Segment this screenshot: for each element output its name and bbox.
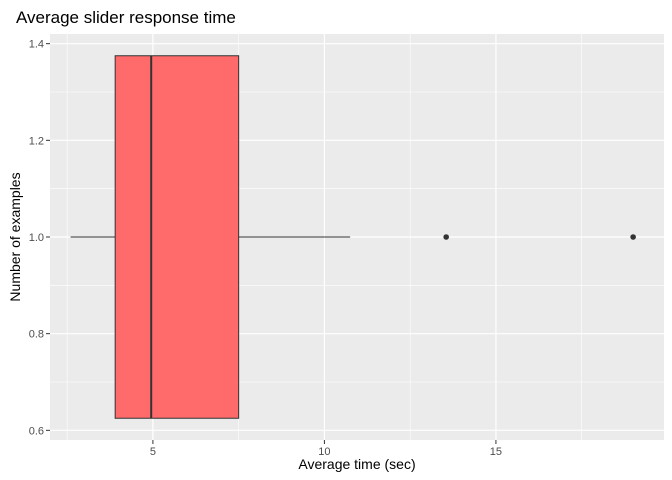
y-axis-label: Number of examples bbox=[7, 172, 23, 301]
x-tick-label: 5 bbox=[150, 446, 156, 458]
x-tick-label: 15 bbox=[490, 446, 502, 458]
iqr-box bbox=[114, 55, 240, 419]
y-tick-label: 1.0 bbox=[29, 232, 44, 244]
y-tick-label: 1.4 bbox=[29, 39, 44, 51]
outlier-point bbox=[443, 234, 449, 240]
x-axis-label: Average time (sec) bbox=[298, 456, 415, 472]
x-tick-label: 10 bbox=[318, 446, 330, 458]
outlier-points bbox=[443, 234, 636, 240]
y-tick-label: 0.8 bbox=[29, 329, 44, 341]
y-tick-label: 0.6 bbox=[29, 425, 44, 437]
outlier-point bbox=[630, 234, 636, 240]
boxplot-marks bbox=[70, 55, 351, 419]
x-axis-ticks: 5 10 15 bbox=[150, 440, 502, 458]
chart-title: Average slider response time bbox=[16, 8, 236, 27]
y-axis-ticks: 0.6 0.8 1.0 1.2 1.4 bbox=[29, 39, 50, 437]
y-tick-label: 1.2 bbox=[29, 135, 44, 147]
